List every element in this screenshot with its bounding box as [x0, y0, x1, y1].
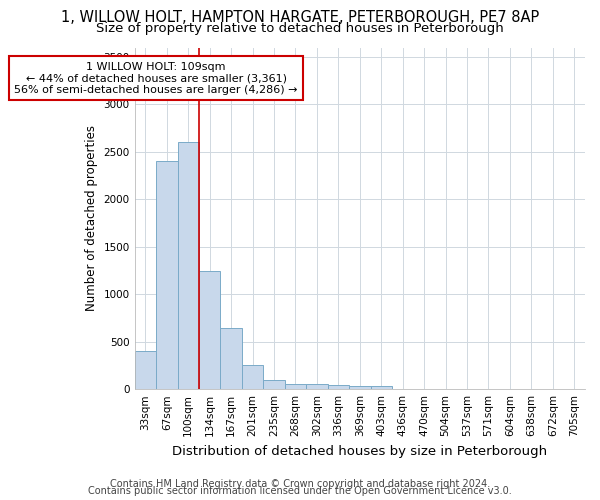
Bar	[285, 384, 306, 389]
Bar	[156, 162, 178, 389]
Text: 1 WILLOW HOLT: 109sqm
← 44% of detached houses are smaller (3,361)
56% of semi-d: 1 WILLOW HOLT: 109sqm ← 44% of detached …	[14, 62, 298, 95]
Bar	[220, 328, 242, 389]
Bar	[178, 142, 199, 389]
Bar	[199, 270, 220, 389]
Bar	[134, 351, 156, 389]
Text: 1, WILLOW HOLT, HAMPTON HARGATE, PETERBOROUGH, PE7 8AP: 1, WILLOW HOLT, HAMPTON HARGATE, PETERBO…	[61, 10, 539, 25]
Bar	[242, 366, 263, 389]
Bar	[328, 385, 349, 389]
Text: Contains public sector information licensed under the Open Government Licence v3: Contains public sector information licen…	[88, 486, 512, 496]
Bar	[263, 380, 285, 389]
Text: Size of property relative to detached houses in Peterborough: Size of property relative to detached ho…	[96, 22, 504, 35]
Text: Contains HM Land Registry data © Crown copyright and database right 2024.: Contains HM Land Registry data © Crown c…	[110, 479, 490, 489]
Bar	[306, 384, 328, 389]
Y-axis label: Number of detached properties: Number of detached properties	[85, 126, 98, 312]
Bar	[349, 386, 371, 389]
Bar	[371, 386, 392, 389]
X-axis label: Distribution of detached houses by size in Peterborough: Distribution of detached houses by size …	[172, 444, 547, 458]
